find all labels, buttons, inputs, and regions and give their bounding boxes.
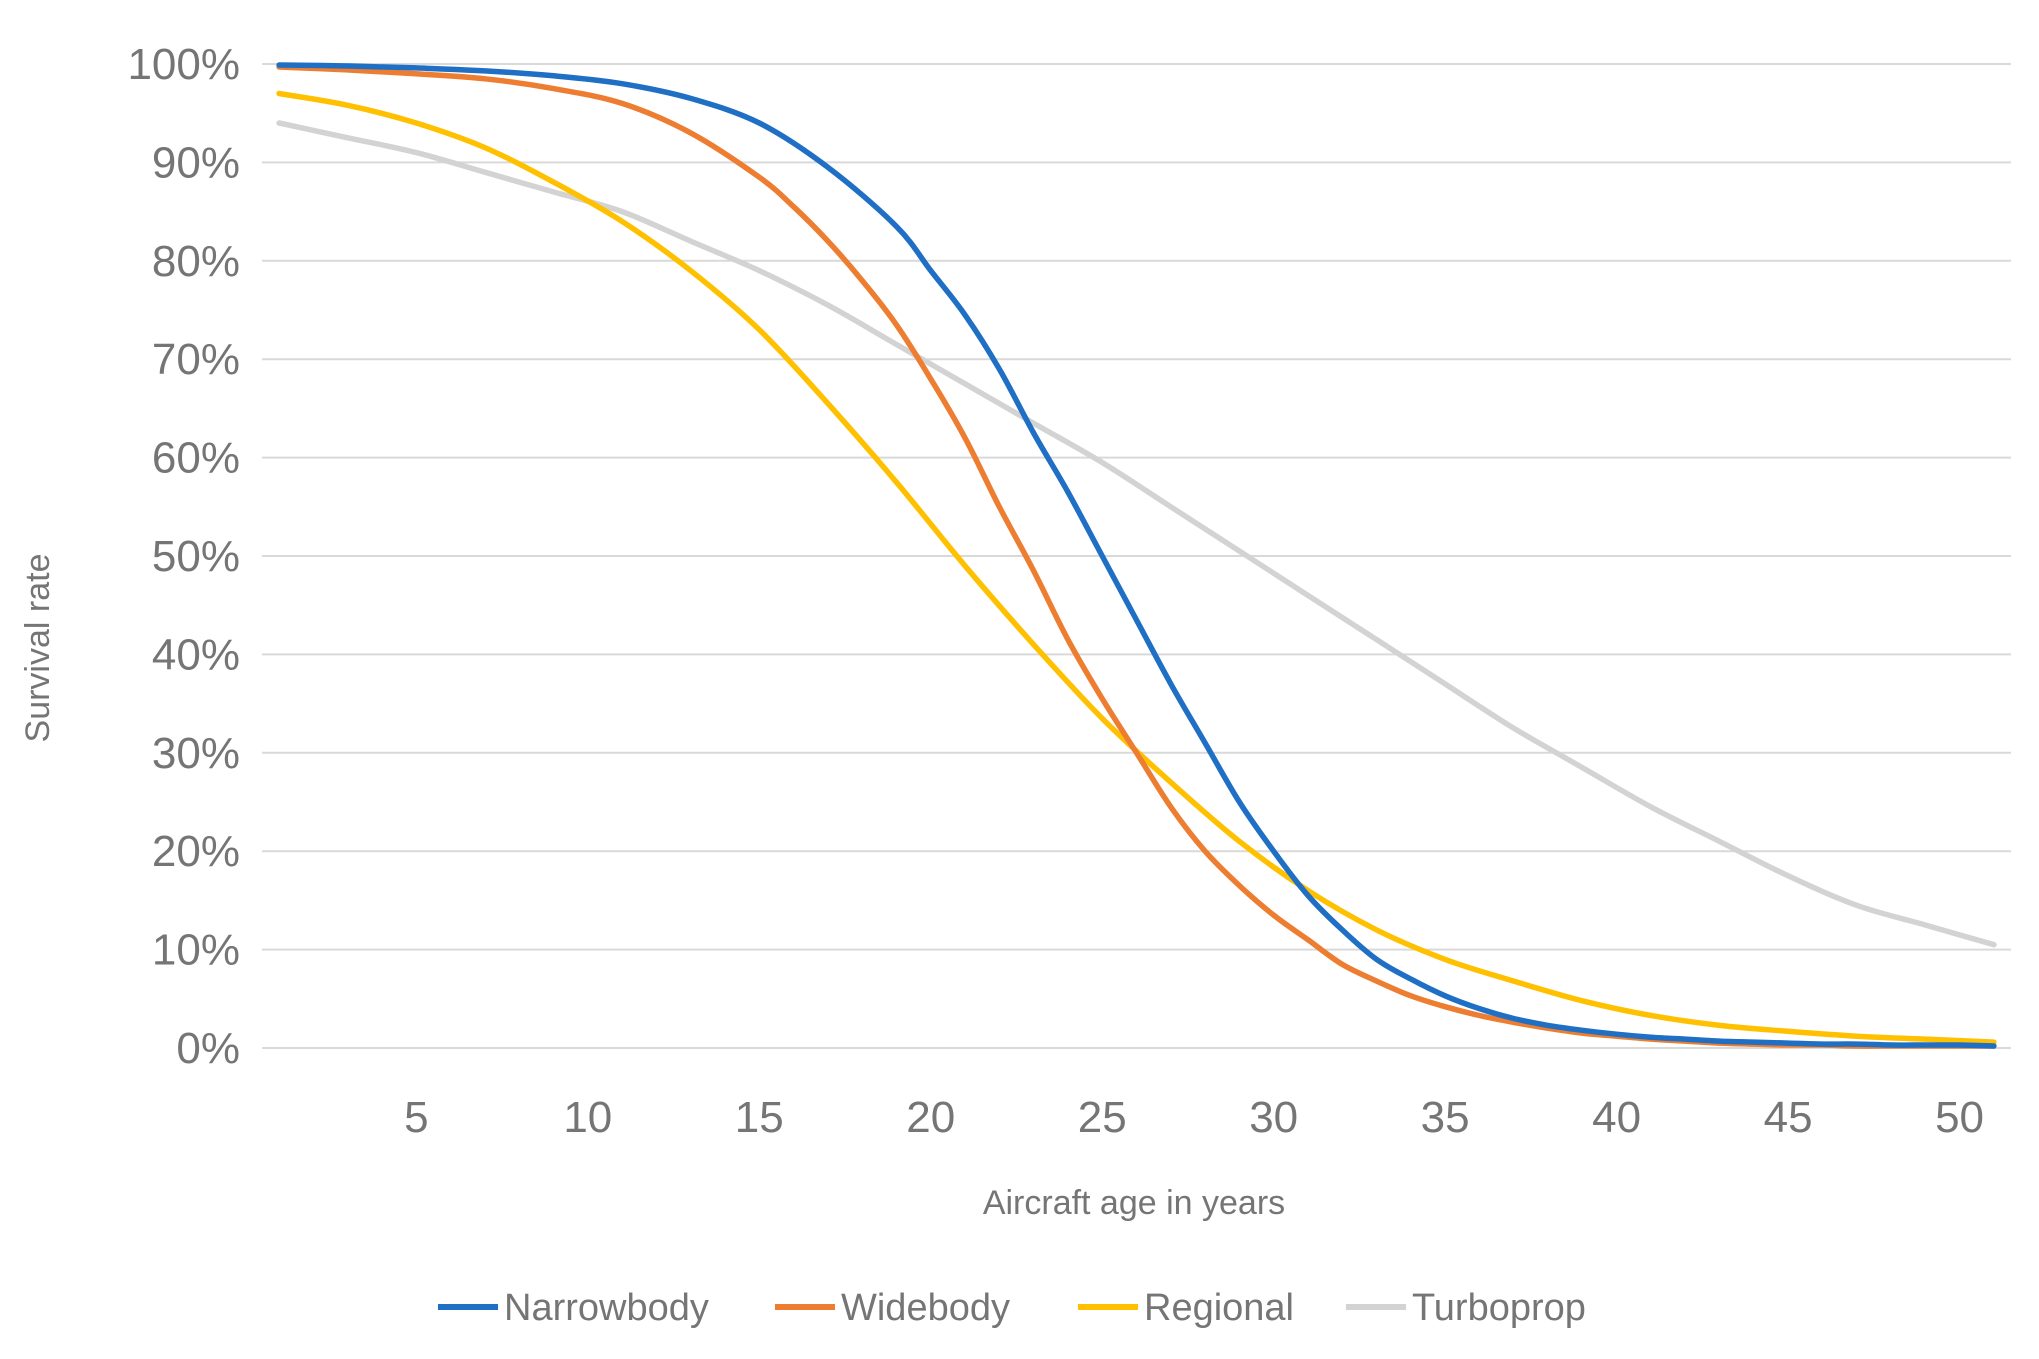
legend-label-regional: Regional [1144,1287,1294,1329]
x-tick-label: 5 [404,1093,428,1142]
series-line-narrowbody [276,62,1997,1049]
y-tick-label: 60% [152,434,240,483]
y-tick-label: 50% [152,532,240,581]
x-tick-label: 25 [1078,1093,1127,1142]
y-tick-label: 10% [152,926,240,975]
x-tick-label: 20 [906,1093,955,1142]
y-tick-label: 100% [127,40,240,89]
y-tick-label: 70% [152,335,240,384]
x-tick-label: 40 [1592,1093,1641,1142]
x-tick-label: 10 [563,1093,612,1142]
y-tick-label: 90% [152,138,240,187]
y-tick-label: 40% [152,630,240,679]
y-tick-label: 80% [152,237,240,286]
x-axis-tick-labels: 5 10 15 20 25 30 35 40 45 50 [404,1093,1984,1142]
y-tick-label: 20% [152,827,240,876]
legend-label-widebody: Widebody [841,1287,1010,1329]
y-tick-label: 30% [152,729,240,778]
y-tick-label: 0% [176,1024,240,1073]
legend: Narrowbody Widebody Regional Turboprop [438,1287,1586,1329]
series-lines [276,62,1997,1049]
series-line-turboprop [276,120,1997,948]
x-axis-title: Aircraft age in years [983,1184,1285,1222]
x-tick-label: 15 [735,1093,784,1142]
x-tick-label: 30 [1249,1093,1298,1142]
series-line-regional [276,90,1997,1045]
x-tick-label: 45 [1764,1093,1813,1142]
legend-label-narrowbody: Narrowbody [504,1287,709,1329]
x-tick-label: 35 [1421,1093,1470,1142]
x-tick-label: 50 [1935,1093,1984,1142]
legend-label-turboprop: Turboprop [1412,1287,1586,1329]
y-axis-title: Survival rate [19,554,57,743]
gridlines [262,63,2011,1049]
y-axis-tick-labels: 0% 10% 20% 30% 40% 50% 60% 70% 80% 90% 100% [127,40,240,1073]
